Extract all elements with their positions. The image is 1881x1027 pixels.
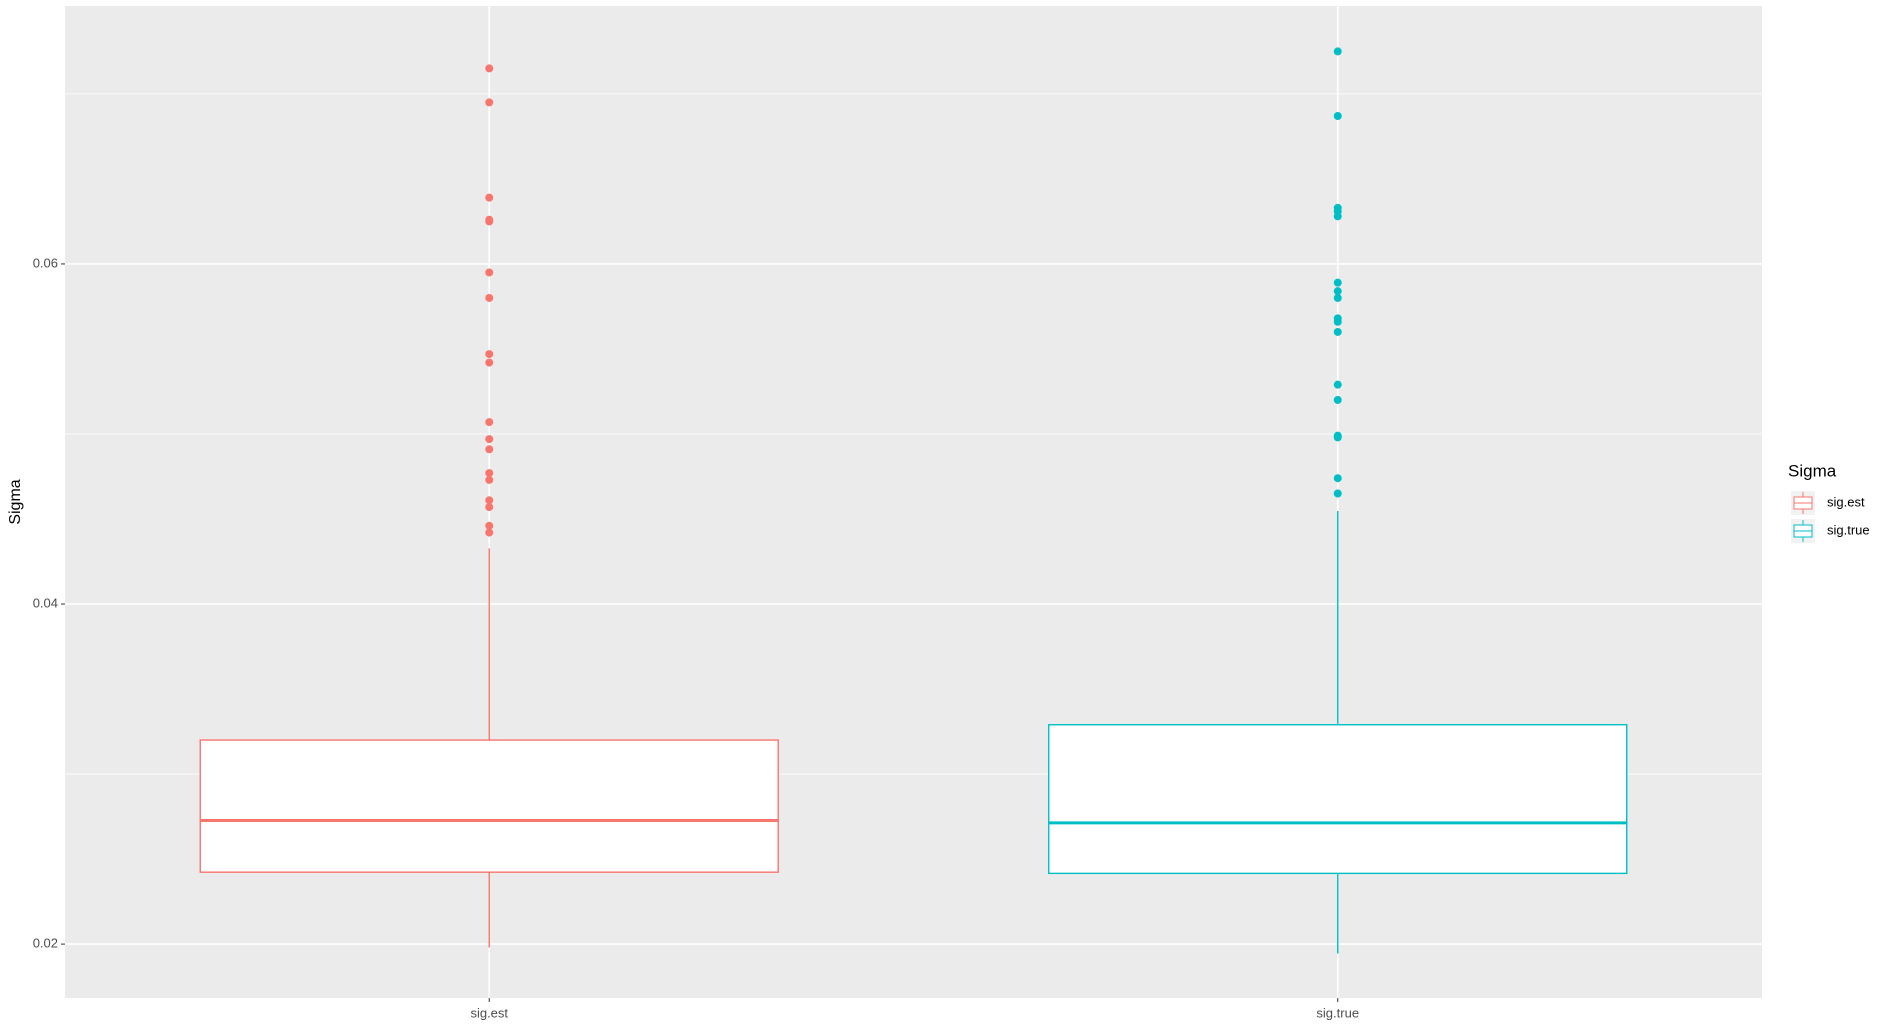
outlier <box>485 521 494 530</box>
outlier <box>1333 212 1342 221</box>
outlier <box>1333 489 1342 498</box>
y-tick-label: 0.04 <box>33 595 58 610</box>
outlier <box>1333 278 1342 287</box>
outlier <box>1333 474 1342 483</box>
outlier <box>1333 47 1342 56</box>
outlier <box>1333 293 1342 302</box>
y-tick-label: 0.02 <box>33 936 58 951</box>
outlier <box>485 435 494 444</box>
outlier <box>485 193 494 202</box>
outlier <box>1333 112 1342 121</box>
outlier <box>1333 317 1342 326</box>
legend-label: sig.true <box>1827 522 1870 537</box>
outlier <box>1333 433 1342 442</box>
legend-title: Sigma <box>1788 461 1837 480</box>
box <box>1048 724 1628 875</box>
outlier <box>1333 395 1342 404</box>
outlier <box>485 469 494 478</box>
outlier <box>485 268 494 277</box>
outlier <box>1333 380 1342 389</box>
x-tick-label: sig.est <box>470 1005 508 1020</box>
outlier <box>485 496 494 505</box>
outlier <box>485 350 494 359</box>
outlier <box>485 418 494 427</box>
outlier <box>485 445 494 454</box>
outlier <box>485 98 494 107</box>
y-axis-label: Sigma <box>7 479 24 524</box>
x-tick-label: sig.true <box>1316 1005 1359 1020</box>
y-tick-label: 0.06 <box>33 255 58 270</box>
outlier <box>485 528 494 537</box>
outlier <box>485 293 494 302</box>
outlier <box>485 64 494 73</box>
outlier <box>485 217 494 226</box>
outlier <box>1333 287 1342 296</box>
legend-label: sig.est <box>1827 494 1865 509</box>
box <box>199 739 779 873</box>
outlier <box>485 358 494 367</box>
outlier <box>485 475 494 484</box>
outlier <box>485 503 494 512</box>
outlier <box>1333 327 1342 336</box>
